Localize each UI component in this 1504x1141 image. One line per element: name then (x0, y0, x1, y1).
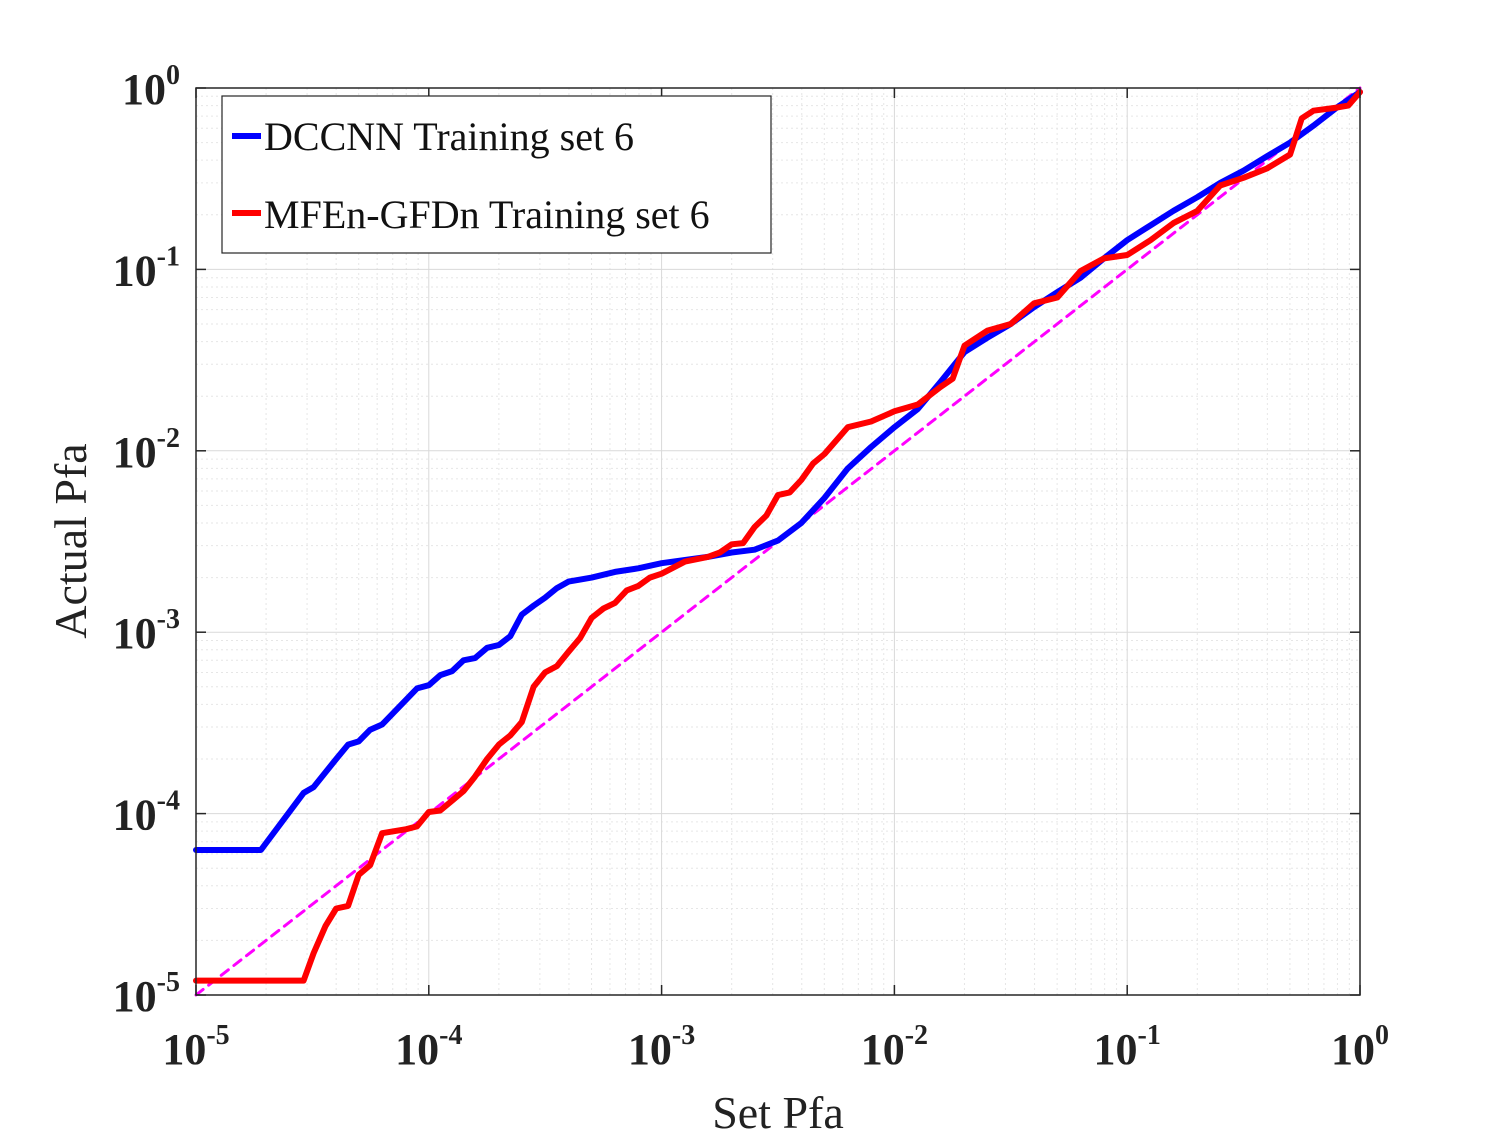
y-tick-label: 100 (122, 60, 180, 114)
tick-label-base: 10 (628, 1025, 672, 1074)
tick-label-exponent: -5 (157, 967, 180, 998)
y-tick-label: 10-3 (113, 604, 180, 658)
tick-label-base: 10 (122, 65, 166, 114)
y-axis-title: Actual Pfa (45, 443, 96, 638)
tick-label-base: 10 (861, 1025, 905, 1074)
tick-label-base: 10 (113, 791, 157, 840)
series-line-mfen-gfdn (193, 89, 1363, 984)
x-tick-label: 10-4 (395, 1020, 462, 1074)
tick-label-base: 10 (113, 428, 157, 477)
plot-frame (195, 87, 1361, 996)
x-tick-label: 10-5 (162, 1020, 229, 1074)
x-tick-label: 10-2 (861, 1020, 928, 1074)
tick-label-exponent: -1 (157, 241, 180, 272)
tick-label-base: 10 (1331, 1025, 1375, 1074)
legend-label-dccnn: DCCNN Training set 6 (264, 114, 634, 159)
x-tick-label: 10-3 (628, 1020, 695, 1074)
x-axis-title: Set Pfa (712, 1087, 844, 1138)
legend: DCCNN Training set 6 MFEn-GFDn Training … (221, 95, 772, 254)
tick-label-base: 10 (162, 1025, 206, 1074)
y-tick-label: 10-5 (113, 967, 180, 1021)
tick-label-exponent: -2 (157, 423, 180, 454)
tick-label-base: 10 (113, 972, 157, 1021)
series-layer (193, 86, 1363, 997)
tick-label-exponent: -5 (206, 1020, 229, 1051)
tick-label-exponent: 0 (1375, 1020, 1389, 1051)
y-tick-label: 10-2 (113, 423, 180, 477)
tick-label-base: 10 (113, 609, 157, 658)
tick-label-base: 10 (1094, 1025, 1138, 1074)
tick-label-exponent: -3 (157, 604, 180, 635)
tick-label-base: 10 (395, 1025, 439, 1074)
tick-label-exponent: 0 (166, 60, 180, 91)
tick-label-exponent: -3 (672, 1020, 695, 1051)
x-tick-label: 10-1 (1094, 1020, 1161, 1074)
x-axis-ticks: 10-5 10-4 10-3 10-2 10-1 100 (162, 88, 1389, 1074)
legend-label-mfen-gfdn: MFEn-GFDn Training set 6 (264, 192, 710, 237)
tick-label-exponent: -4 (439, 1020, 462, 1051)
y-tick-label: 10-1 (113, 241, 180, 295)
legend-box (221, 95, 772, 254)
tick-label-base: 10 (113, 246, 157, 295)
tick-label-exponent: -1 (1138, 1020, 1161, 1051)
x-tick-label: 100 (1331, 1020, 1389, 1074)
tick-label-exponent: -4 (157, 786, 180, 817)
tick-label-exponent: -2 (905, 1020, 928, 1051)
y-tick-label: 10-4 (113, 786, 180, 840)
